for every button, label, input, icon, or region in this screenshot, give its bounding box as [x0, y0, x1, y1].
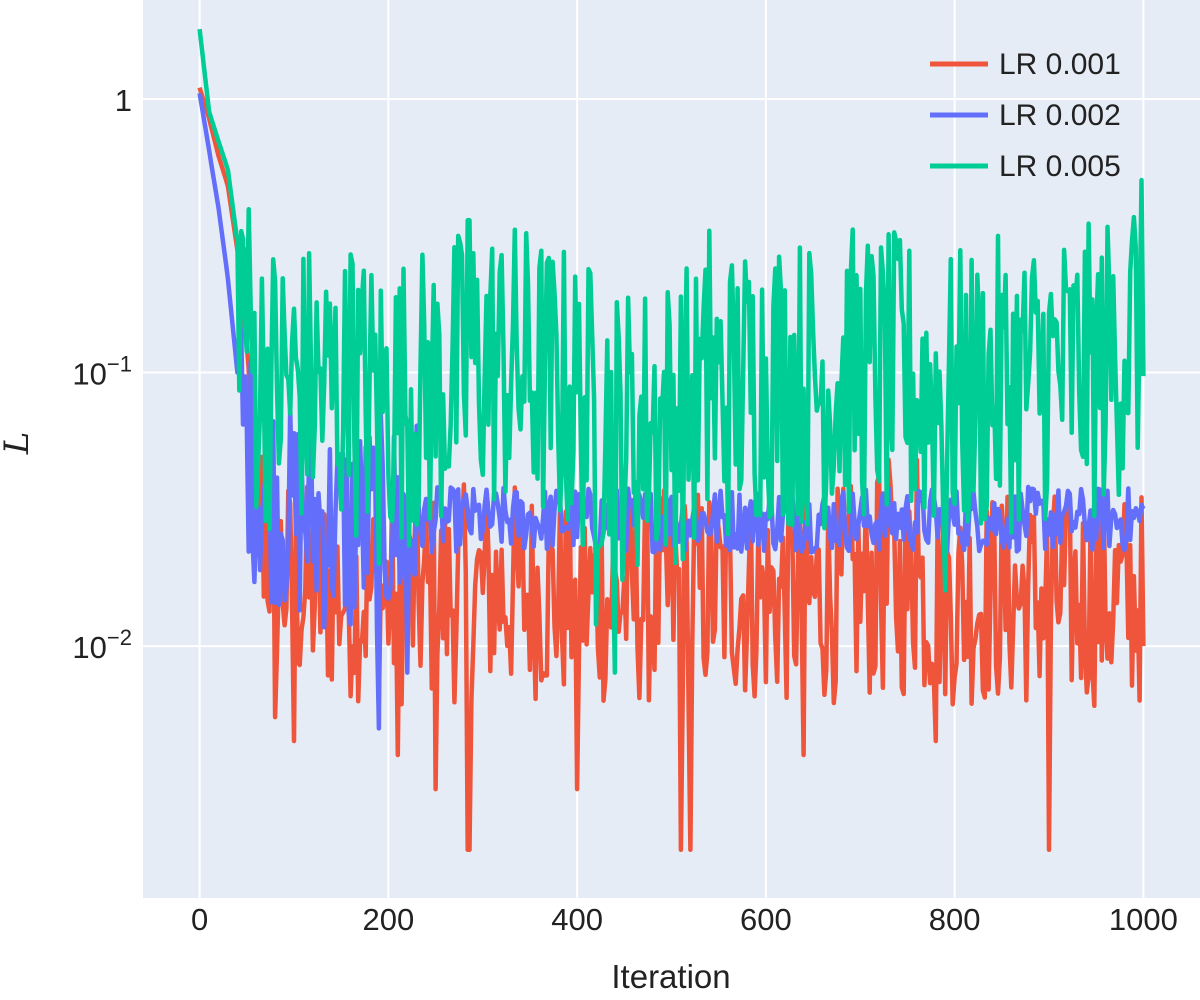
y-tick-label: 10−2 [72, 625, 132, 665]
legend-label: LR 0.002 [999, 99, 1121, 132]
x-tick-label: 0 [191, 902, 208, 937]
x-axis-ticks: 0 200 400 600 800 1000 [191, 902, 1178, 937]
y-axis-title: L [0, 432, 37, 456]
legend-label: LR 0.005 [999, 150, 1121, 183]
legend: LR 0.001 LR 0.002 LR 0.005 [930, 48, 1121, 183]
x-tick-label: 600 [740, 902, 792, 937]
x-tick-label: 200 [363, 902, 415, 937]
legend-label: LR 0.001 [999, 48, 1121, 81]
x-axis-title: Iteration [611, 958, 730, 995]
x-tick-label: 1000 [1109, 902, 1178, 937]
x-tick-label: 400 [551, 902, 603, 937]
y-tick-label: 10−1 [72, 352, 132, 392]
series-line-lr-0-005 [197, 28, 1146, 675]
x-tick-label: 800 [929, 902, 981, 937]
y-tick-label: 1 [115, 83, 132, 118]
y-axis-ticks: 1 10−1 10−2 [72, 83, 132, 665]
series-layer [197, 28, 1146, 853]
